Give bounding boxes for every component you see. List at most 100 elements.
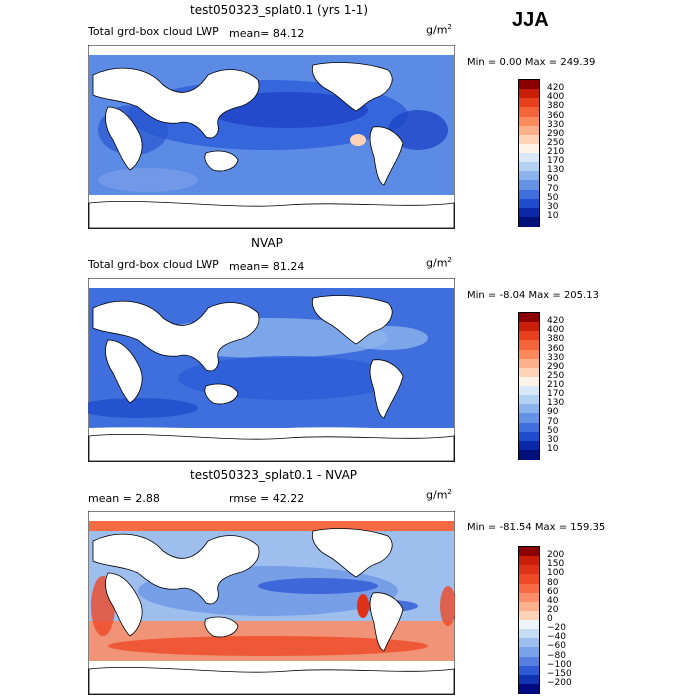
colorbar-swatch: [519, 153, 539, 163]
colorbar-tick-label: −80: [547, 650, 566, 661]
colorbar-tick-label: 400: [547, 325, 565, 336]
colorbar-swatch: [519, 638, 539, 648]
colorbar-tick-label: 380: [547, 101, 565, 112]
colorbar-tick-label: 380: [547, 334, 565, 345]
panel3-mean: mean = 2.88: [88, 492, 160, 505]
colorbar-tick-label: 290: [547, 361, 565, 372]
panel1-left-label: Total grd-box cloud LWP: [88, 25, 219, 38]
colorbar-swatch: [519, 107, 539, 117]
colorbar-tick-label: 150: [547, 559, 565, 570]
antarctica-shape: [88, 666, 455, 695]
colorbar-swatch: [519, 386, 539, 396]
panel2-left-label: Total grd-box cloud LWP: [88, 258, 219, 271]
colorbar-tick-label: 420: [547, 83, 565, 94]
colorbar-tick-label: 330: [547, 119, 565, 130]
panel3-map: [88, 511, 455, 695]
panel1-units: g/m2: [426, 23, 452, 37]
colorbar-tick-label: 40: [547, 595, 559, 606]
panel2-title: NVAP: [251, 236, 283, 250]
panel1-title: test050323_splat0.1 (yrs 1-1): [190, 3, 369, 17]
eurasia-shape: [92, 300, 260, 372]
colorbar-swatch: [519, 565, 539, 575]
panel1-minmax: Min = 0.00 Max = 249.39: [467, 57, 596, 68]
colorbar-tick-label: 30: [547, 434, 559, 445]
colorbar-swatch: [519, 431, 539, 442]
colorbar-swatch: [519, 143, 539, 154]
colorbar-swatch: [519, 216, 539, 227]
season-label: JJA: [512, 9, 549, 31]
colorbar-tick-label: 130: [547, 165, 565, 176]
colorbar-swatch: [519, 413, 539, 423]
colorbar-tick-label: 130: [547, 398, 565, 409]
colorbar-tick-label: 90: [547, 407, 559, 418]
colorbar-swatch: [519, 367, 539, 378]
colorbar-tick-label: −60: [547, 641, 566, 652]
panel2-mean: mean= 81.24: [229, 260, 305, 273]
colorbar-tick-label: 10: [547, 210, 559, 221]
colorbar-swatch: [519, 358, 539, 369]
australia-shape: [204, 150, 239, 172]
panel2-units: g/m2: [426, 256, 452, 270]
colorbar-tick-label: 90: [547, 174, 559, 185]
panel3-units: g/m2: [426, 488, 452, 502]
colorbar-tick-label: −200: [547, 677, 572, 688]
colorbar-tick-label: 80: [547, 577, 559, 588]
colorbar-swatch: [519, 162, 539, 172]
australia-shape: [204, 383, 239, 405]
colorbar-swatch: [519, 574, 539, 584]
colorbar-swatch: [519, 395, 539, 405]
colorbar-tick-label: 170: [547, 389, 565, 400]
colorbar-tick-label: 360: [547, 343, 565, 354]
antarctica-shape: [88, 200, 455, 229]
colorbar-tick-label: 290: [547, 128, 565, 139]
colorbar-tick-label: −150: [547, 668, 572, 679]
colorbar-tick-label: 10: [547, 443, 559, 454]
antarctica-shape: [88, 433, 455, 462]
colorbar-swatch: [519, 440, 539, 451]
colorbar-swatch: [519, 116, 539, 127]
colorbar-tick-label: 100: [547, 568, 565, 579]
colorbar-swatch: [519, 134, 539, 145]
africa-shape: [105, 572, 143, 637]
north-america-shape: [311, 528, 393, 578]
eurasia-shape: [92, 533, 260, 605]
colorbar-swatch: [519, 349, 539, 360]
colorbar-tick-label: 400: [547, 92, 565, 103]
panel3-rmse: rmse = 42.22: [229, 492, 305, 505]
panel3-minmax: Min = -81.54 Max = 159.35: [467, 522, 606, 533]
colorbar-swatch: [519, 583, 539, 594]
colorbar-swatch: [519, 98, 539, 108]
south-america-shape: [369, 359, 404, 419]
panel2-minmax: Min = -8.04 Max = 205.13: [467, 290, 599, 301]
colorbar-swatch: [519, 322, 539, 332]
australia-shape: [204, 616, 239, 638]
colorbar-swatch: [519, 629, 539, 639]
colorbar-tick-label: 170: [547, 156, 565, 167]
colorbar-tick-label: 70: [547, 183, 559, 194]
colorbar-tick-label: 250: [547, 137, 565, 148]
colorbar-swatch: [519, 556, 539, 566]
colorbar-tick-label: −40: [547, 632, 566, 643]
colorbar-swatch: [519, 404, 539, 414]
eurasia-shape: [92, 67, 260, 139]
colorbar-swatch: [519, 665, 539, 676]
colorbar-swatch: [519, 313, 539, 323]
colorbar-tick-label: 200: [547, 550, 565, 561]
colorbar-swatch: [519, 171, 539, 181]
north-america-shape: [311, 295, 393, 345]
colorbar-tick-label: 250: [547, 370, 565, 381]
panel1-mean: mean= 84.12: [229, 27, 305, 40]
panel1-map: [88, 45, 455, 229]
south-america-shape: [369, 592, 404, 652]
panel3-title: test050323_splat0.1 - NVAP: [190, 468, 358, 482]
colorbar-swatch: [519, 180, 539, 190]
colorbar-swatch: [519, 340, 539, 350]
africa-shape: [105, 106, 143, 171]
colorbar-tick-label: −100: [547, 659, 572, 670]
africa-shape: [105, 339, 143, 404]
colorbar-swatch: [519, 674, 539, 685]
colorbar-swatch: [519, 331, 539, 341]
colorbar-tick-label: −20: [547, 623, 566, 634]
colorbar-tick-label: 50: [547, 425, 559, 436]
colorbar-swatch: [519, 601, 539, 612]
